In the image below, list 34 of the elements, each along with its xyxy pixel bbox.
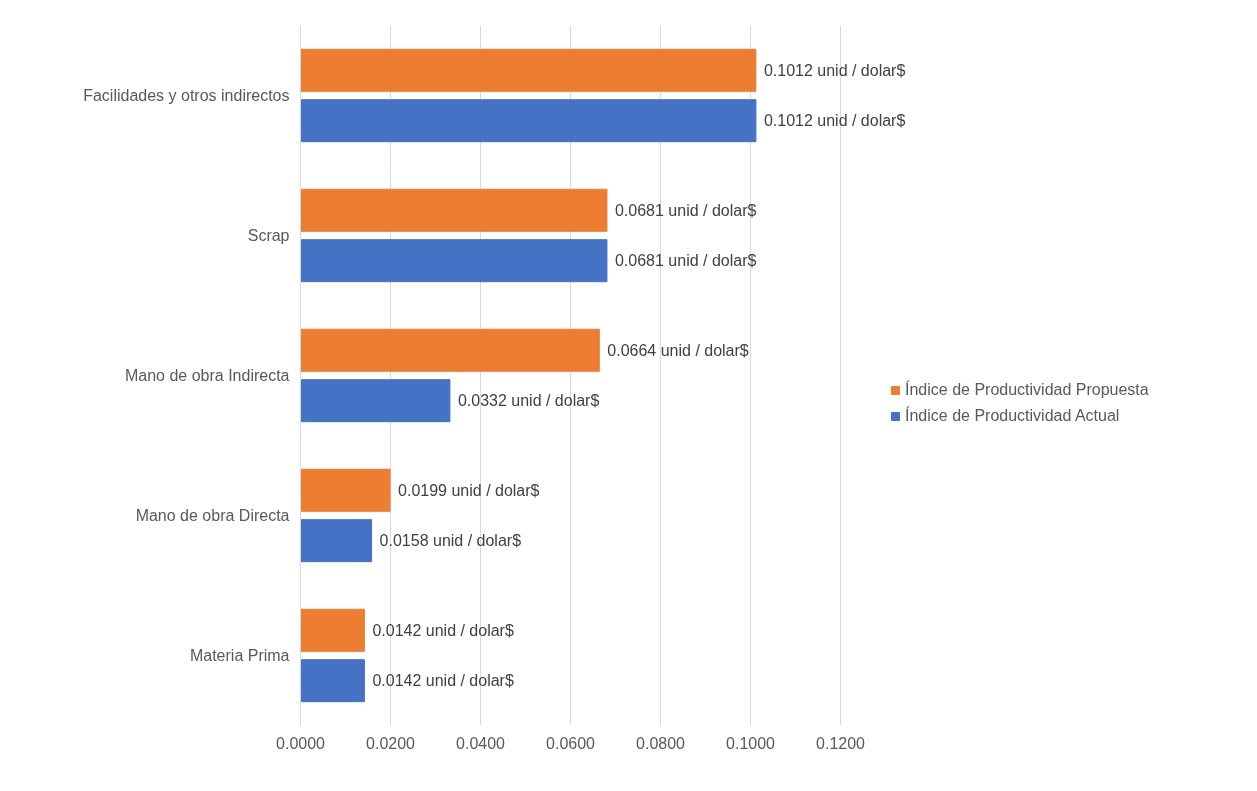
bar [300,48,757,92]
y-tick-label: Materia Prima [189,647,290,664]
bar [300,99,757,143]
legend-label: Índice de Productividad Propuesta [905,381,1149,399]
bar [300,188,608,232]
x-tick-label: 0.0200 [366,734,416,752]
data-label: 0.0142 unid / dolar$ [372,672,514,690]
y-tick-label: Facilidades y otros indirectos [83,87,290,104]
data-label: 0.0681 unid / dolar$ [614,201,757,219]
data-label: 0.1012 unid / dolar$ [763,61,906,79]
x-tick-label: 0.0000 [276,734,326,752]
data-label: 0.0332 unid / dolar$ [457,392,600,410]
bar [300,519,373,563]
data-label: 0.0681 unid / dolar$ [614,252,757,270]
x-tick-label: 0.0600 [546,734,596,752]
bar [300,468,391,512]
data-label: 0.0142 unid / dolar$ [372,621,514,639]
x-tick-label: 0.0800 [636,734,686,752]
data-label: 0.0199 unid / dolar$ [398,481,540,499]
x-tick-label: 0.1000 [726,734,776,752]
bar [300,379,451,423]
y-tick-label: Mano de obra Directa [135,507,290,524]
data-label: 0.0158 unid / dolar$ [379,532,522,550]
y-tick-label: Scrap [247,227,290,244]
legend-label: Índice de Productividad Actual [905,407,1120,425]
data-label: 0.1012 unid / dolar$ [763,112,906,130]
bar [300,239,608,283]
x-tick-label: 0.1200 [816,734,866,752]
x-tick-label: 0.0400 [456,734,506,752]
bar [300,659,365,703]
bar [300,328,600,372]
y-tick-label: Mano de obra Indirecta [124,367,290,384]
bar [300,608,365,652]
data-label: 0.0664 unid / dolar$ [607,341,749,359]
